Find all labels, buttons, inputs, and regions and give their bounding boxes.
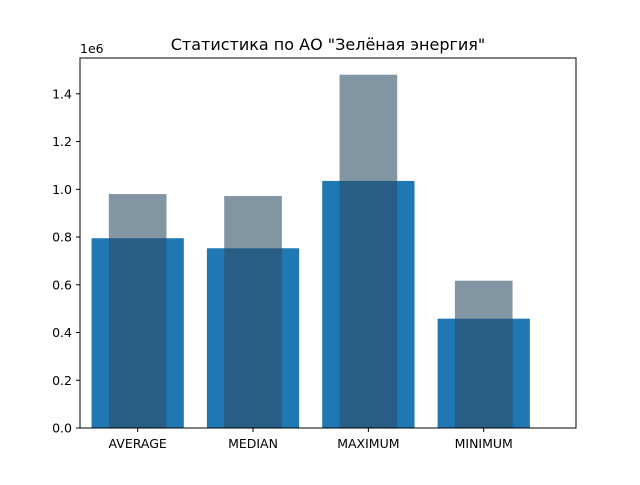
y-offset-label: 1e6 bbox=[80, 41, 104, 56]
chart-title: Статистика по АО "Зелёная энергия" bbox=[171, 35, 486, 54]
y-tick-label: 0.0 bbox=[52, 421, 72, 436]
bar-series2-median bbox=[224, 195, 282, 428]
bar-series2-average bbox=[108, 194, 167, 428]
bar-series2-minimum bbox=[454, 280, 513, 428]
y-tick-label: 1.0 bbox=[52, 182, 72, 197]
x-tick-label: MINIMUM bbox=[455, 436, 513, 451]
y-tick-label: 1.4 bbox=[52, 86, 72, 101]
y-tick-label: 0.2 bbox=[52, 373, 72, 388]
plot-frame bbox=[79, 57, 577, 429]
y-tick-label: 0.8 bbox=[52, 230, 72, 245]
bars-layer bbox=[91, 74, 530, 428]
y-tick-label: 0.6 bbox=[52, 277, 72, 292]
x-tick-label: AVERAGE bbox=[109, 436, 167, 451]
bar-series2-maximum bbox=[339, 74, 398, 428]
x-tick-label: MAXIMUM bbox=[337, 436, 399, 451]
axes-layer: 0.0 0.2 0.4 0.6 0.8 1.0 1.2 1.4 AVERAGE MEDIAN MAX… bbox=[52, 86, 513, 451]
x-tick-label: MEDIAN bbox=[228, 436, 278, 451]
y-tick-label: 1.2 bbox=[52, 134, 72, 149]
y-tick-label: 0.4 bbox=[52, 325, 72, 340]
